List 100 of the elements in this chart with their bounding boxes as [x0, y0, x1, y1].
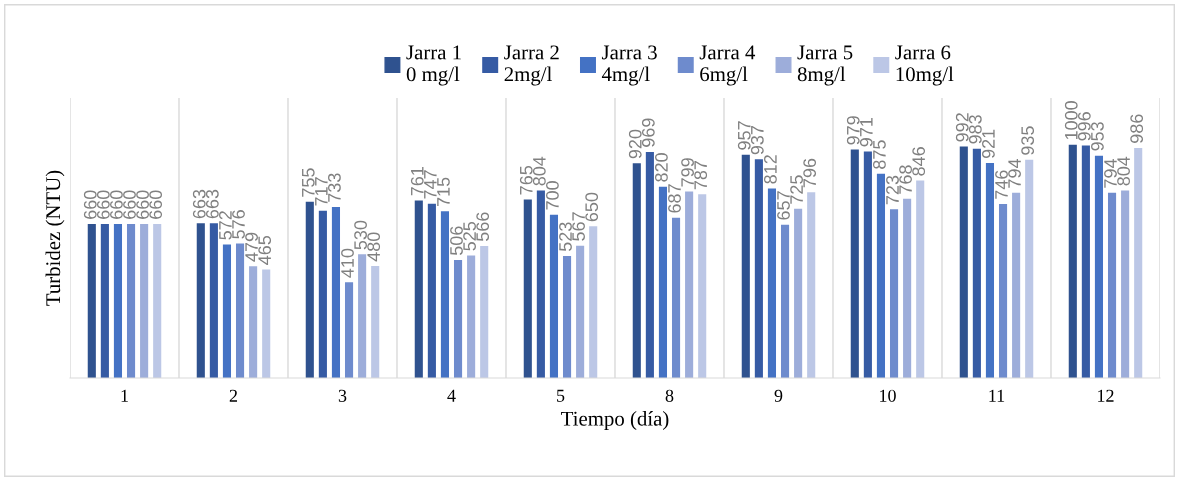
data-label: 846: [912, 147, 926, 176]
bar: [876, 173, 886, 378]
data-label: 921: [982, 129, 995, 159]
bar: [549, 214, 559, 378]
data-label: 660: [136, 190, 149, 219]
x-tick-label: 11: [989, 389, 1005, 402]
bar: [889, 209, 899, 378]
data-label: 765: [519, 165, 533, 195]
data-label: 479: [245, 232, 258, 262]
data-label: 723: [886, 175, 899, 205]
data-label: 660: [149, 190, 163, 219]
bar: [998, 203, 1008, 378]
data-label: 986: [1130, 114, 1144, 143]
data-label: 996: [1077, 112, 1091, 141]
bar: [100, 224, 109, 378]
data-label: 820: [655, 153, 668, 182]
bar: [807, 192, 816, 378]
data-label: 725: [790, 175, 803, 204]
data-label: 746: [995, 170, 1008, 199]
bar: [222, 244, 232, 378]
data-label: 663: [192, 189, 206, 219]
data-label: 755: [302, 168, 315, 197]
bar: [1107, 192, 1117, 378]
bar: [863, 151, 872, 378]
bar: [1134, 147, 1143, 378]
x-tick-label: 8: [665, 389, 674, 402]
data-label: 566: [476, 212, 490, 242]
data-label: 787: [694, 160, 708, 190]
bar: [794, 208, 803, 378]
bar: [358, 254, 367, 378]
legend-label: Jarra 1 0 mg/l: [406, 45, 461, 86]
data-label: 804: [1117, 156, 1130, 186]
data-label: 920: [628, 129, 642, 159]
data-label: 567: [572, 212, 585, 241]
bar: [87, 224, 96, 378]
data-label: 733: [328, 173, 341, 202]
bar: [903, 198, 912, 378]
data-label: 794: [1104, 158, 1117, 188]
data-label: 657: [777, 191, 790, 220]
bar: [467, 255, 476, 378]
x-tick-label: 10: [880, 389, 896, 402]
data-label: 660: [96, 190, 110, 219]
data-label: 937: [750, 125, 764, 155]
data-label: 525: [463, 221, 476, 251]
bar: [632, 163, 641, 378]
data-label: 465: [258, 235, 272, 265]
bar: [658, 186, 668, 378]
x-tick-label: 4: [447, 389, 456, 402]
bar: [1081, 145, 1090, 378]
bar: [113, 224, 123, 378]
bar: [671, 217, 681, 378]
bar: [780, 224, 790, 378]
y-axis-title: Turbidez (NTU): [45, 170, 65, 306]
data-label: 1000: [1064, 101, 1078, 140]
data-label: 794: [1008, 158, 1021, 188]
data-label: 700: [546, 181, 559, 210]
bar: [1094, 155, 1104, 378]
data-label: 953: [1091, 122, 1104, 151]
bar: [440, 211, 450, 378]
data-label: 804: [532, 156, 546, 186]
data-label: 747: [424, 170, 437, 199]
legend-label: Jarra 5 8mg/l: [797, 45, 853, 86]
data-label: 969: [641, 118, 655, 147]
x-axis-title: Tiempo (día): [561, 411, 669, 430]
bar: [1068, 144, 1077, 378]
bar: [262, 269, 271, 378]
bar: [645, 151, 654, 378]
data-label: 663: [205, 189, 219, 219]
data-label: 572: [219, 211, 232, 240]
bar: [576, 245, 585, 378]
legend-label: Jarra 6 10mg/l: [895, 45, 954, 86]
data-label: 935: [1021, 126, 1035, 155]
bar: [344, 282, 354, 378]
x-tick-label: 1: [121, 389, 128, 402]
bar: [126, 224, 136, 378]
data-label: 480: [367, 232, 381, 262]
bar: [1012, 192, 1021, 378]
bar: [1121, 190, 1130, 378]
bar: [209, 223, 218, 378]
legend-label: Jarra 3 4mg/l: [601, 45, 657, 86]
bar: [985, 163, 995, 378]
bar: [754, 159, 763, 378]
bar: [453, 259, 463, 378]
data-label: 992: [955, 113, 969, 142]
legend-label: Jarra 2 2mg/l: [504, 45, 559, 86]
bar: [972, 148, 981, 378]
bar: [523, 199, 532, 378]
bar: [196, 223, 205, 378]
x-tick-label: 9: [774, 389, 783, 402]
bar: [480, 245, 489, 378]
bar: [305, 201, 314, 378]
bar: [589, 226, 598, 378]
data-label: 687: [668, 184, 681, 213]
data-label: 875: [873, 140, 886, 169]
data-label: 796: [803, 158, 817, 188]
data-label: 957: [737, 121, 751, 150]
data-label: 410: [341, 248, 354, 278]
bar: [140, 224, 149, 378]
bar: [427, 203, 436, 378]
bar: [685, 191, 694, 378]
